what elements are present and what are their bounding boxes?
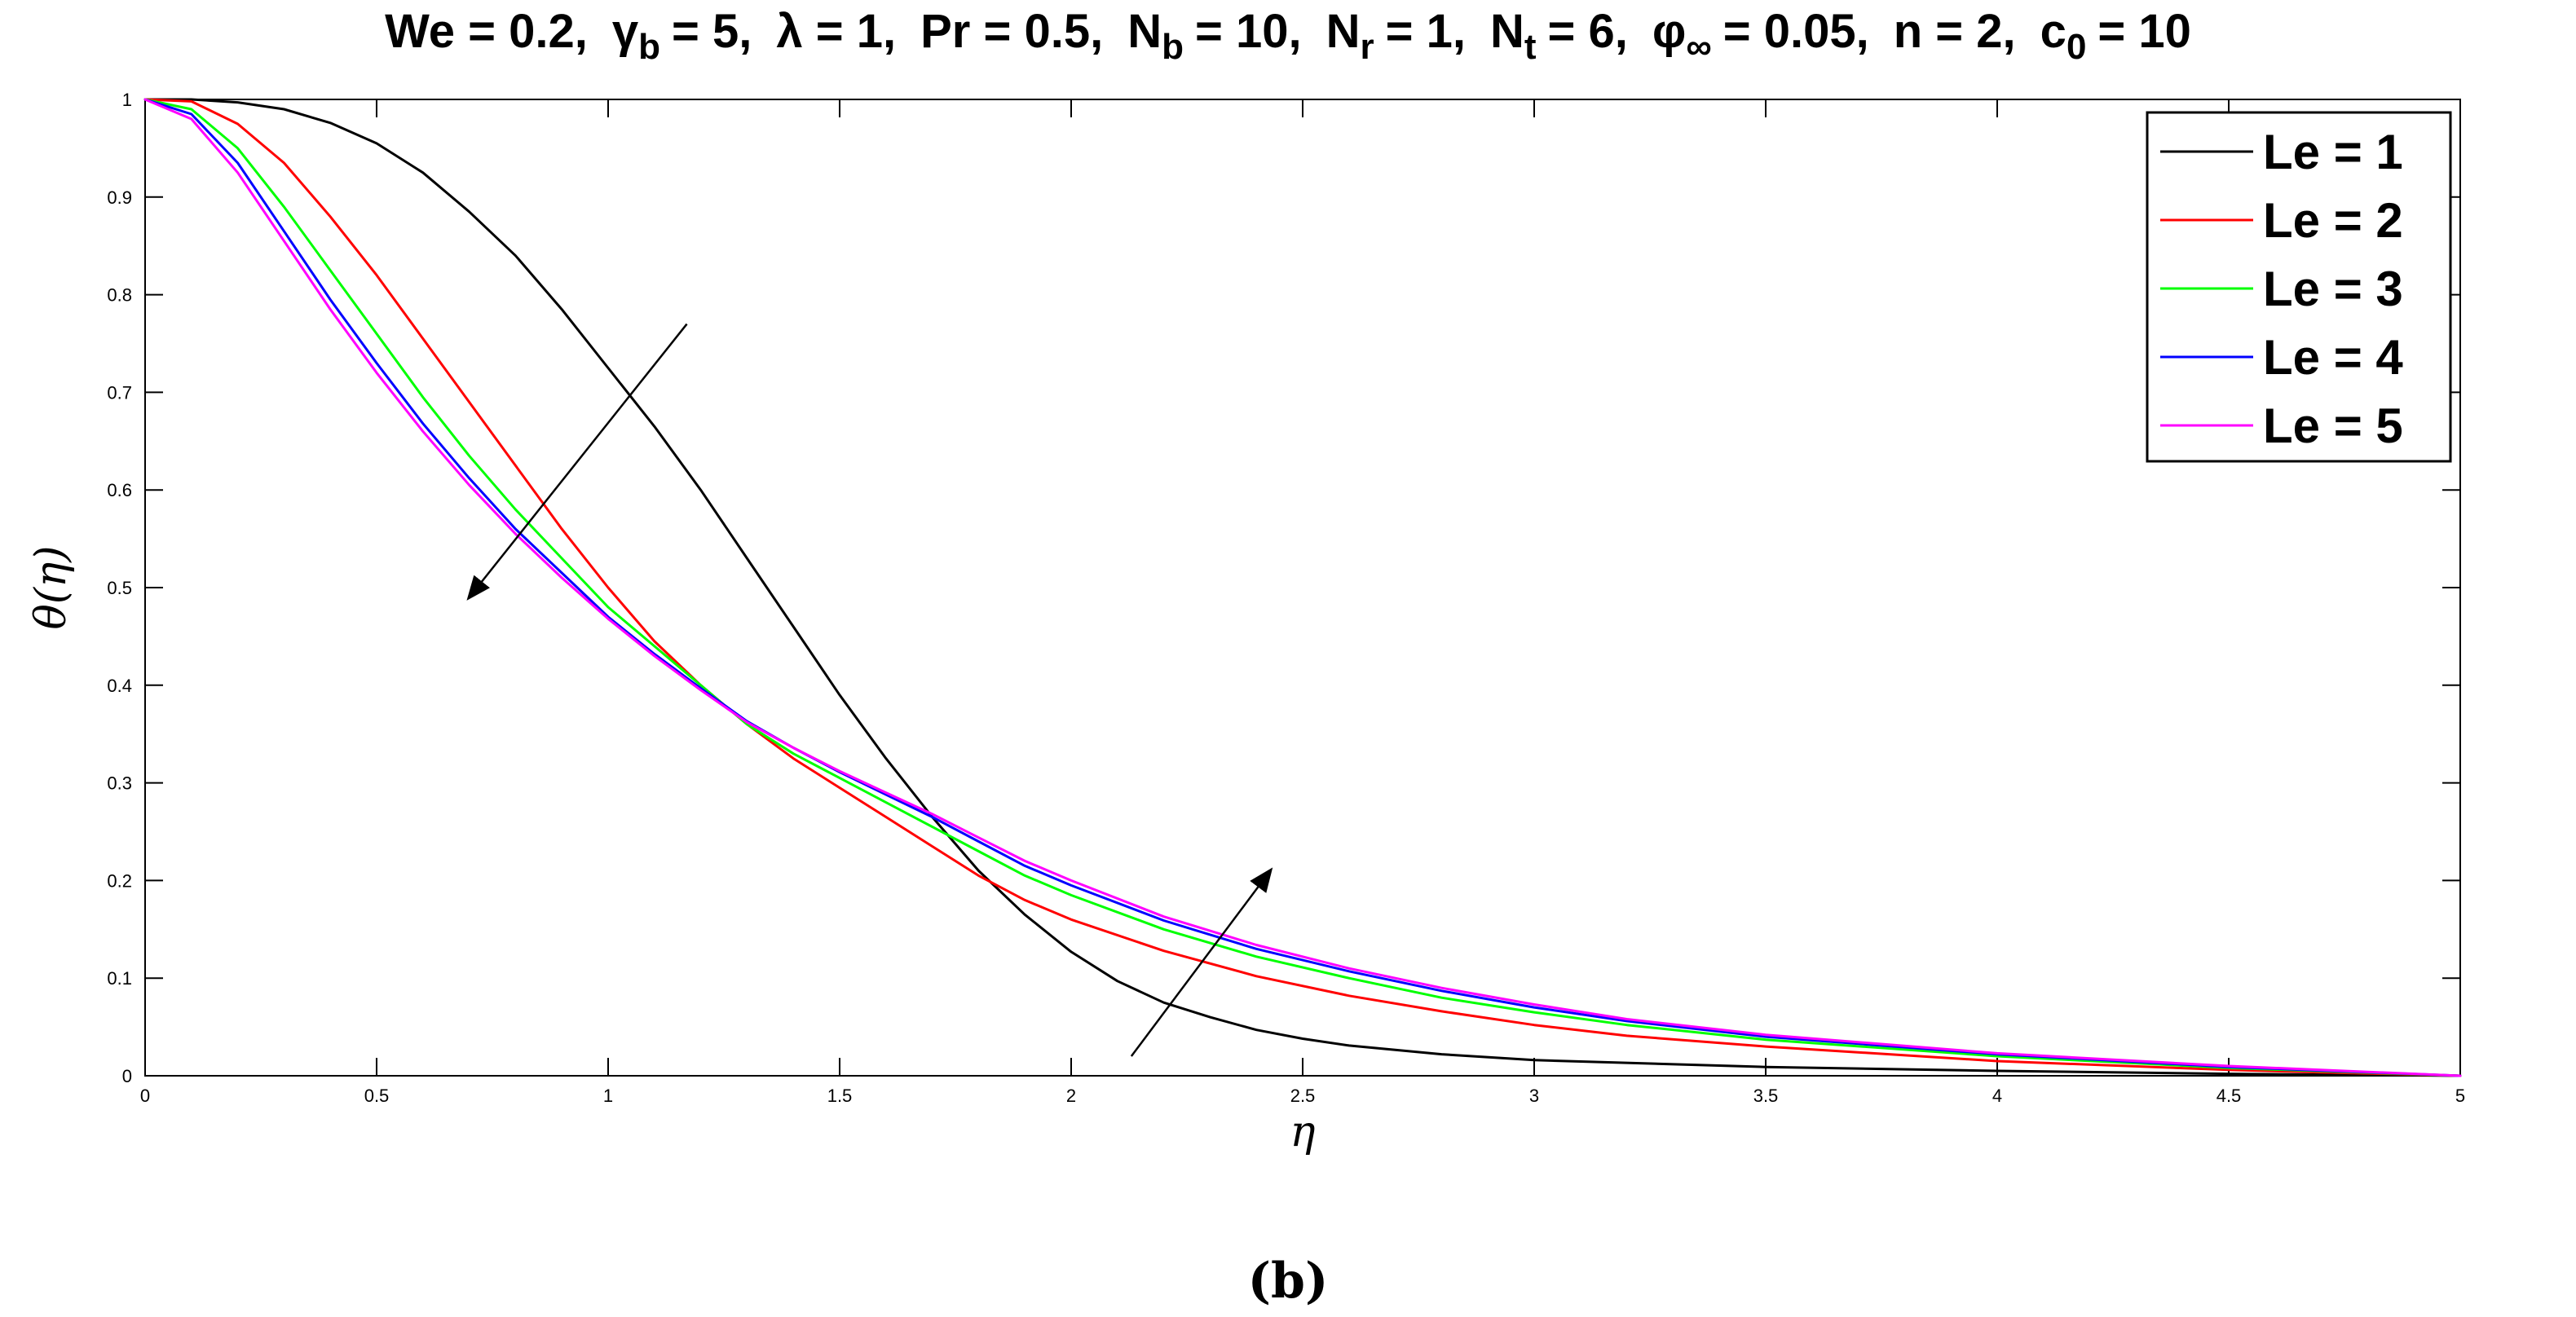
legend-label: Le = 3 — [2263, 262, 2403, 316]
x-tick-label: 1.5 — [827, 1086, 853, 1106]
series-line-le-5 — [143, 98, 2462, 1077]
annotation-arrow — [1130, 867, 1273, 1057]
x-tick-labels: 0 0.5 1 1.5 2 2.5 3 3.5 4 4.5 5 — [140, 1086, 2465, 1106]
title-nb-subscript: b — [1162, 27, 1184, 67]
y-tick-label: 0.7 — [107, 382, 132, 403]
title-lambda: λ = 1, — [776, 5, 896, 58]
title-phi-symbol: φ — [1652, 5, 1687, 58]
x-tick-label: 2 — [1066, 1086, 1076, 1106]
title-n: n = 2, — [1894, 5, 2016, 58]
annotation-arrow — [466, 323, 688, 601]
title-nb-symbol: N — [1127, 5, 1162, 58]
y-tick-label: 1 — [122, 90, 132, 110]
x-tick-label: 2.5 — [1290, 1086, 1316, 1106]
title-phi-subscript: ∞ — [1686, 27, 1711, 67]
title-gamma-symbol: γ — [612, 5, 639, 58]
x-tick-label: 3 — [1529, 1086, 1539, 1106]
legend-label: Le = 1 — [2263, 125, 2403, 179]
figure-caption: (b) — [1248, 1253, 1329, 1310]
title-nr-subscript: r — [1361, 27, 1374, 67]
y-tick-label: 0.5 — [107, 578, 132, 598]
x-tick-label: 3.5 — [1753, 1086, 1779, 1106]
title-nr-value: = 1, — [1386, 5, 1466, 58]
series-line-le-1 — [143, 98, 2462, 1077]
series-line-le-2 — [143, 98, 2462, 1077]
title-we: We = 0.2, — [385, 5, 588, 58]
x-axis-label: η — [1290, 1108, 1315, 1156]
legend-box — [2146, 111, 2452, 463]
x-tick-label: 4 — [1992, 1086, 2002, 1106]
title-c-value: = 10 — [2097, 5, 2191, 58]
title-nr-symbol: N — [1326, 5, 1361, 58]
y-tick-label: 0.9 — [107, 187, 132, 208]
y-tick-label: 0.3 — [107, 773, 132, 794]
y-tick-label: 0.8 — [107, 285, 132, 306]
title-nb-value: = 10, — [1195, 5, 1302, 58]
y-axis-label: θ(η) — [27, 545, 76, 629]
legend: Le = 1 Le = 2 Le = 3 Le = 4 Le = 5 — [2146, 111, 2452, 463]
plot-area — [144, 99, 2461, 1077]
y-tick-label: 0.2 — [107, 870, 132, 891]
title-gamma-value: = 5, — [672, 5, 752, 58]
title-phi-value: = 0.05, — [1723, 5, 1869, 58]
x-tick-label: 5 — [2455, 1086, 2465, 1106]
x-tick-label: 1 — [603, 1086, 613, 1106]
title-c-subscript: 0 — [2067, 27, 2086, 67]
y-tick-label: 0.1 — [107, 968, 132, 989]
legend-label: Le = 4 — [2263, 330, 2403, 385]
legend-label: Le = 2 — [2263, 193, 2403, 248]
legend-label: Le = 5 — [2263, 399, 2403, 453]
y-tick-labels: 0 0.1 0.2 0.3 0.4 0.5 0.6 0.7 0.8 0.9 1 — [107, 90, 132, 1086]
title-nt-symbol: N — [1490, 5, 1524, 58]
x-tick-label: 4.5 — [2217, 1086, 2242, 1106]
title-c-symbol: c — [2040, 5, 2067, 58]
title-gamma-subscript: b — [638, 27, 660, 67]
series-line-le-3 — [143, 98, 2462, 1077]
series-lines — [143, 98, 2462, 1077]
annotations — [466, 323, 1273, 1057]
y-tick-label: 0.6 — [107, 480, 132, 500]
title-nt-value: = 6, — [1548, 5, 1628, 58]
x-tick-label: 0 — [140, 1086, 150, 1106]
title-pr: Pr = 0.5, — [920, 5, 1103, 58]
title-nt-subscript: t — [1524, 27, 1537, 67]
x-tick-label: 0.5 — [364, 1086, 390, 1106]
y-tick-label: 0 — [122, 1066, 132, 1086]
y-tick-label: 0.4 — [107, 676, 132, 696]
chart-title: We = 0.2, γb = 5, λ = 1, Pr = 0.5, Nb = 10, Nr =… — [385, 5, 2191, 67]
